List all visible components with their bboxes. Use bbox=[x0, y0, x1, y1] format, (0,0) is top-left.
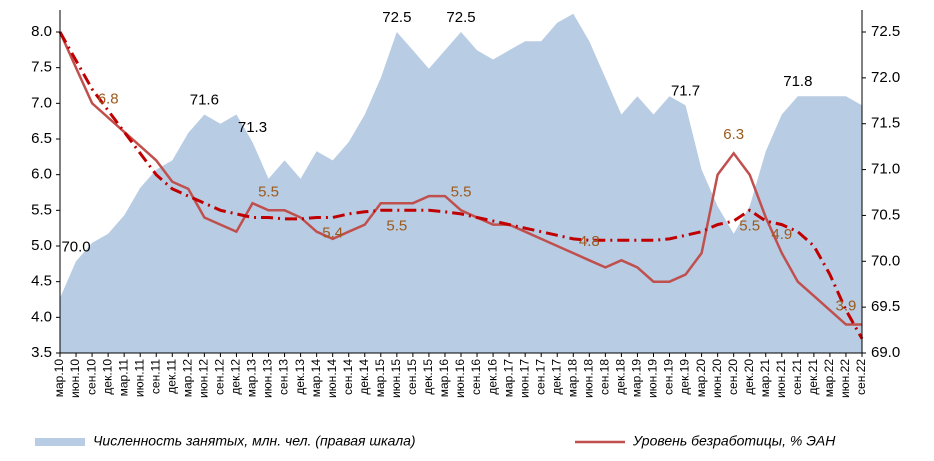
y-tick-label: 4.5 bbox=[31, 273, 52, 290]
data-label: 6.8 bbox=[98, 91, 119, 108]
x-tick-label: мар.11 bbox=[116, 359, 130, 397]
x-tick-label: дек.16 bbox=[485, 359, 499, 395]
y2-tick-label: 71.0 bbox=[871, 161, 900, 178]
data-label: 4.8 bbox=[579, 233, 600, 250]
x-tick-label: мар.14 bbox=[309, 359, 323, 398]
x-tick-label: дек.10 bbox=[100, 359, 114, 395]
y-tick-label: 6.5 bbox=[31, 130, 52, 147]
x-tick-label: июн.16 bbox=[453, 359, 467, 398]
x-tick-label: дек.18 bbox=[614, 359, 628, 395]
x-tick-label: июн.13 bbox=[261, 359, 275, 398]
x-tick-label: сен.21 bbox=[790, 359, 804, 395]
x-tick-label: июн.21 bbox=[774, 359, 788, 398]
x-tick-label: дек.21 bbox=[806, 359, 820, 395]
x-tick-label: июн.22 bbox=[838, 359, 852, 398]
y2-tick-label: 70.5 bbox=[871, 206, 900, 223]
y-tick-label: 4.0 bbox=[31, 308, 52, 325]
x-tick-label: июн.12 bbox=[197, 359, 211, 398]
data-label: 71.8 bbox=[783, 73, 812, 90]
x-tick-label: июн.11 bbox=[132, 359, 146, 397]
y-tick-label: 7.0 bbox=[31, 94, 52, 111]
x-tick-label: сен.19 bbox=[662, 359, 676, 395]
x-tick-label: дек.11 bbox=[164, 359, 178, 394]
data-label: 5.5 bbox=[386, 217, 407, 234]
x-tick-label: сен.16 bbox=[469, 359, 483, 395]
y-tick-label: 5.5 bbox=[31, 201, 52, 218]
x-tick-label: июн.18 bbox=[581, 359, 595, 398]
data-label: 6.3 bbox=[723, 126, 744, 143]
x-tick-label: сен.18 bbox=[598, 359, 612, 395]
x-tick-label: июн.20 bbox=[710, 359, 724, 398]
y-tick-label: 6.0 bbox=[31, 166, 52, 183]
x-tick-label: сен.22 bbox=[854, 359, 868, 395]
x-tick-label: июн.14 bbox=[325, 359, 339, 398]
x-tick-label: июн.10 bbox=[68, 359, 82, 398]
x-tick-label: сен.20 bbox=[726, 359, 740, 395]
data-label: 4.9 bbox=[771, 226, 792, 243]
x-tick-label: июн.19 bbox=[646, 359, 660, 398]
y2-tick-label: 70.0 bbox=[871, 252, 900, 269]
data-label: 3.9 bbox=[836, 297, 857, 314]
data-label: 71.7 bbox=[671, 82, 700, 99]
x-tick-label: мар.13 bbox=[245, 359, 259, 398]
y-tick-label: 3.5 bbox=[31, 344, 52, 361]
y2-tick-label: 71.5 bbox=[871, 115, 900, 132]
x-tick-label: мар.15 bbox=[373, 359, 387, 398]
legend-label: Численность занятых, млн. чел. (правая ш… bbox=[93, 433, 416, 449]
x-tick-label: мар.18 bbox=[565, 359, 579, 398]
data-label: 72.5 bbox=[446, 9, 475, 26]
y2-tick-label: 69.5 bbox=[871, 298, 900, 315]
x-tick-label: мар.16 bbox=[437, 359, 451, 398]
x-tick-label: мар.12 bbox=[180, 359, 194, 398]
x-tick-label: мар.21 bbox=[758, 359, 772, 398]
legend-label: Уровень безработицы, % ЭАН bbox=[632, 433, 836, 449]
x-tick-label: дек.17 bbox=[549, 359, 563, 395]
x-tick-label: сен.10 bbox=[84, 359, 98, 395]
data-label: 71.3 bbox=[238, 119, 267, 136]
x-tick-label: мар.19 bbox=[630, 359, 644, 398]
data-label: 71.6 bbox=[190, 92, 219, 109]
x-tick-label: сен.14 bbox=[341, 359, 355, 395]
x-tick-label: дек.19 bbox=[678, 359, 692, 395]
x-tick-label: сен.13 bbox=[277, 359, 291, 395]
x-tick-label: сен.17 bbox=[533, 359, 547, 395]
y2-tick-label: 72.0 bbox=[871, 69, 900, 86]
data-label: 5.5 bbox=[451, 183, 472, 200]
data-label: 5.5 bbox=[258, 183, 279, 200]
data-label: 5.5 bbox=[739, 217, 760, 234]
x-tick-label: мар.17 bbox=[501, 359, 515, 398]
x-tick-label: мар.10 bbox=[52, 359, 66, 398]
x-tick-label: мар.22 bbox=[822, 359, 836, 398]
x-tick-label: дек.13 bbox=[293, 359, 307, 395]
area bbox=[60, 13, 862, 353]
x-tick-label: дек.15 bbox=[421, 359, 435, 395]
x-tick-label: дек.14 bbox=[357, 359, 371, 395]
x-tick-label: июн.15 bbox=[389, 359, 403, 398]
x-tick-label: дек.20 bbox=[742, 359, 756, 395]
y2-tick-label: 72.5 bbox=[871, 23, 900, 40]
data-label: 5.4 bbox=[322, 224, 343, 241]
legend-swatch bbox=[35, 438, 85, 446]
y2-tick-label: 69.0 bbox=[871, 344, 900, 361]
x-tick-label: сен.12 bbox=[213, 359, 227, 395]
data-label: 70.0 bbox=[61, 238, 90, 255]
y-tick-label: 5.0 bbox=[31, 237, 52, 254]
x-tick-label: мар.20 bbox=[694, 359, 708, 398]
data-label: 72.5 bbox=[382, 9, 411, 26]
x-tick-label: июн.17 bbox=[517, 359, 531, 398]
x-tick-label: сен.11 bbox=[148, 359, 162, 394]
x-tick-label: сен.15 bbox=[405, 359, 419, 395]
y-tick-label: 7.5 bbox=[31, 59, 52, 76]
trend-line bbox=[58, 31, 864, 340]
x-tick-label: дек.12 bbox=[229, 359, 243, 395]
y-tick-label: 8.0 bbox=[31, 23, 52, 40]
